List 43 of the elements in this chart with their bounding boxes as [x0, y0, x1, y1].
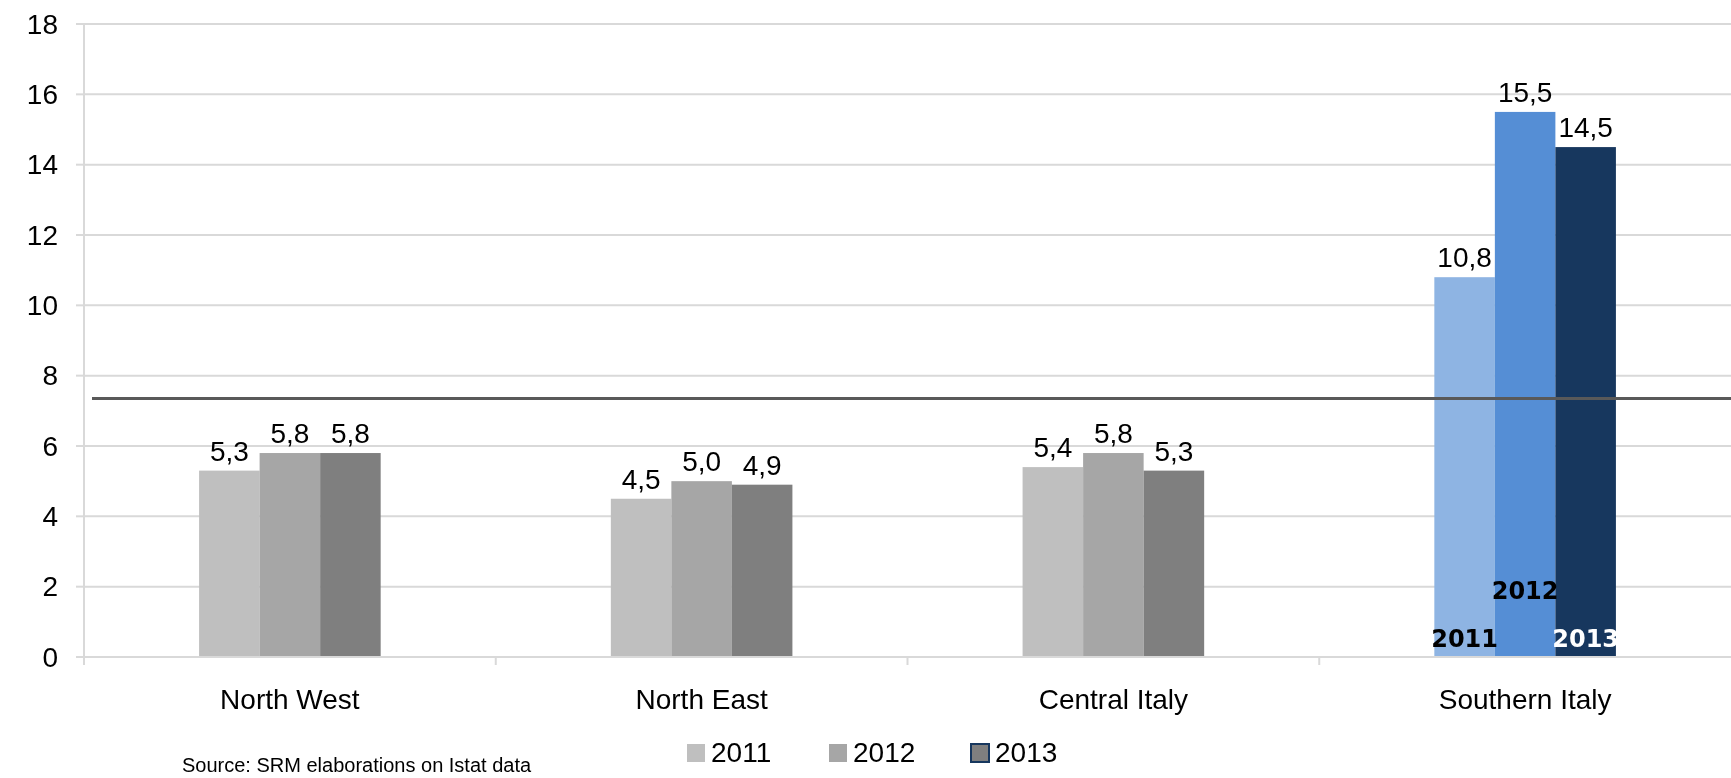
- bar: [731, 484, 793, 657]
- data-label: 5,0: [682, 446, 722, 478]
- bar: [1022, 467, 1084, 657]
- data-label: 5,4: [1033, 432, 1073, 464]
- y-tick-label: 16: [26, 79, 58, 111]
- data-label: 5,3: [209, 435, 249, 467]
- data-label: 5,8: [1093, 418, 1133, 450]
- data-label: 14,5: [1558, 112, 1613, 144]
- y-tick-label: 8: [42, 360, 58, 392]
- y-tick-label: 0: [42, 641, 58, 673]
- data-label: 4,9: [742, 449, 782, 481]
- x-tick-label: Central Italy: [1038, 684, 1189, 715]
- x-tick-label: North East: [635, 684, 768, 715]
- bar: [1143, 470, 1205, 657]
- bar: [1555, 147, 1616, 657]
- data-label: 10,8: [1437, 242, 1492, 274]
- annotation: 2013: [1552, 625, 1620, 653]
- data-label: 5,8: [270, 418, 310, 450]
- bar: [671, 481, 732, 657]
- bar: [259, 453, 321, 657]
- data-label: 15,5: [1497, 76, 1553, 108]
- legend-label: 2011: [711, 737, 772, 768]
- data-label: 4,5: [621, 463, 661, 495]
- bar: [1434, 277, 1495, 657]
- annotation: 2011: [1431, 625, 1498, 653]
- legend-label: 2013: [995, 737, 1058, 768]
- bar: [1083, 453, 1144, 657]
- y-tick-label: 10: [26, 290, 58, 322]
- bar: [610, 498, 672, 657]
- source-note: Source: SRM elaborations on Istat data: [182, 754, 532, 776]
- legend-label: 2012: [853, 737, 916, 768]
- y-tick-label: 14: [26, 149, 58, 181]
- data-label: 5,8: [330, 418, 370, 450]
- data-label: 5,3: [1154, 435, 1194, 467]
- bar: [199, 470, 260, 657]
- bar: [320, 453, 381, 657]
- y-tick-label: 12: [26, 219, 58, 251]
- y-tick-label: 4: [42, 501, 58, 533]
- y-tick-label: 18: [26, 8, 58, 40]
- y-tick-label: 6: [42, 430, 58, 462]
- x-tick-label: North West: [220, 684, 360, 715]
- x-tick-label: Southern Italy: [1438, 684, 1612, 715]
- y-tick-label: 2: [42, 571, 58, 603]
